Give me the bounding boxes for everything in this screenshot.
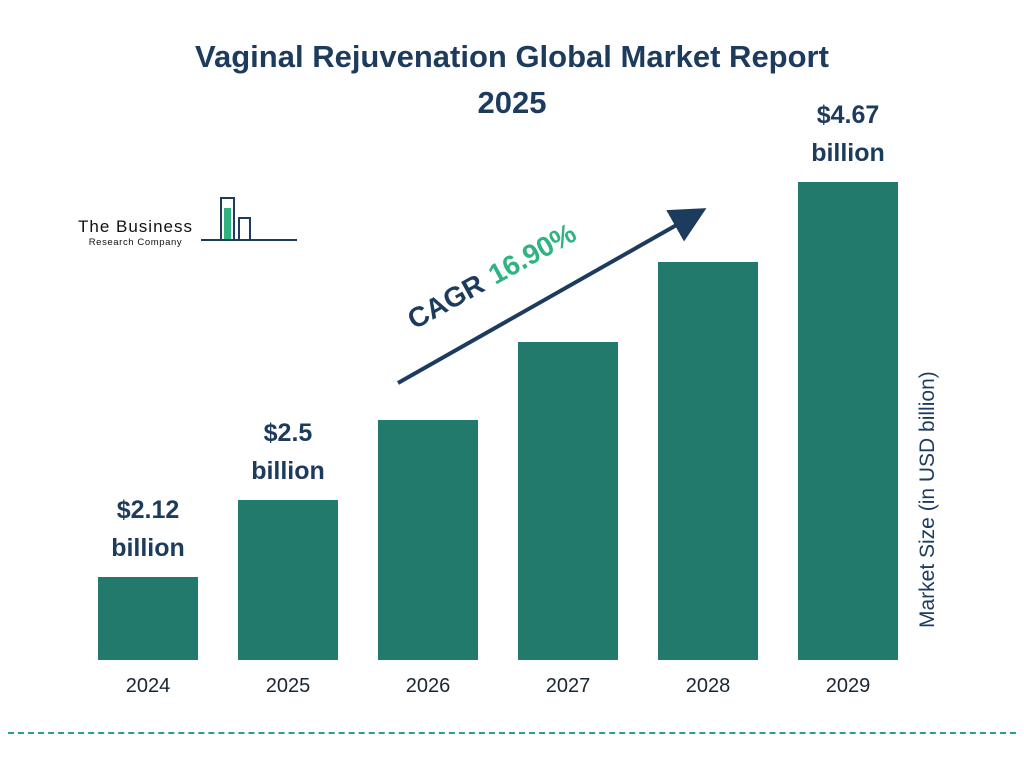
- bar-2027: [518, 342, 618, 660]
- x-tick-2026: 2026: [405, 675, 451, 697]
- x-tick-2029: 2029: [825, 675, 871, 697]
- x-tick-2024: 2024: [125, 675, 171, 697]
- bottom-dashed-divider: [8, 732, 1016, 734]
- company-logo-text: The Business Research Company: [78, 217, 193, 248]
- bar-column-2026: 2026: [358, 100, 498, 697]
- page-title: Vaginal Rejuvenation Global Market Repor…: [0, 34, 1024, 126]
- value-label-2024: $2.12 billion: [111, 496, 185, 562]
- logo-bars-icon: [201, 197, 297, 241]
- bar-2028: [658, 262, 758, 660]
- value-label-2025: $2.5 billion: [251, 419, 325, 485]
- bar-column-2024: 2024 $2.12 billion: [78, 100, 218, 697]
- value-label-2029: $4.67 billion: [811, 101, 885, 167]
- bar-2024: [98, 577, 198, 660]
- bar-column-2028: 2028: [638, 100, 778, 697]
- x-tick-2025: 2025: [265, 675, 311, 697]
- y-axis-label: Market Size (in USD billion): [916, 371, 939, 629]
- bar-chart: 2024 $2.12 billion 2025 $2.5 billion 2026 2027 2…: [78, 100, 918, 697]
- company-logo-name: The Business: [78, 217, 193, 236]
- bar-2029: [798, 182, 898, 660]
- bar-2025: [238, 500, 338, 660]
- x-tick-2027: 2027: [545, 675, 591, 697]
- bar-column-2027: 2027: [498, 100, 638, 697]
- page-title-line1: Vaginal Rejuvenation Global Market Repor…: [195, 39, 829, 74]
- page-title-line2: 2025: [477, 85, 547, 120]
- bar-column-2025: 2025 $2.5 billion: [218, 100, 358, 697]
- bar-column-2029: 2029 $4.67 billion: [778, 100, 918, 697]
- bar-2026: [378, 420, 478, 660]
- company-logo: The Business Research Company: [78, 196, 299, 248]
- x-tick-2028: 2028: [685, 675, 731, 697]
- company-logo-subname: Research Company: [88, 237, 183, 248]
